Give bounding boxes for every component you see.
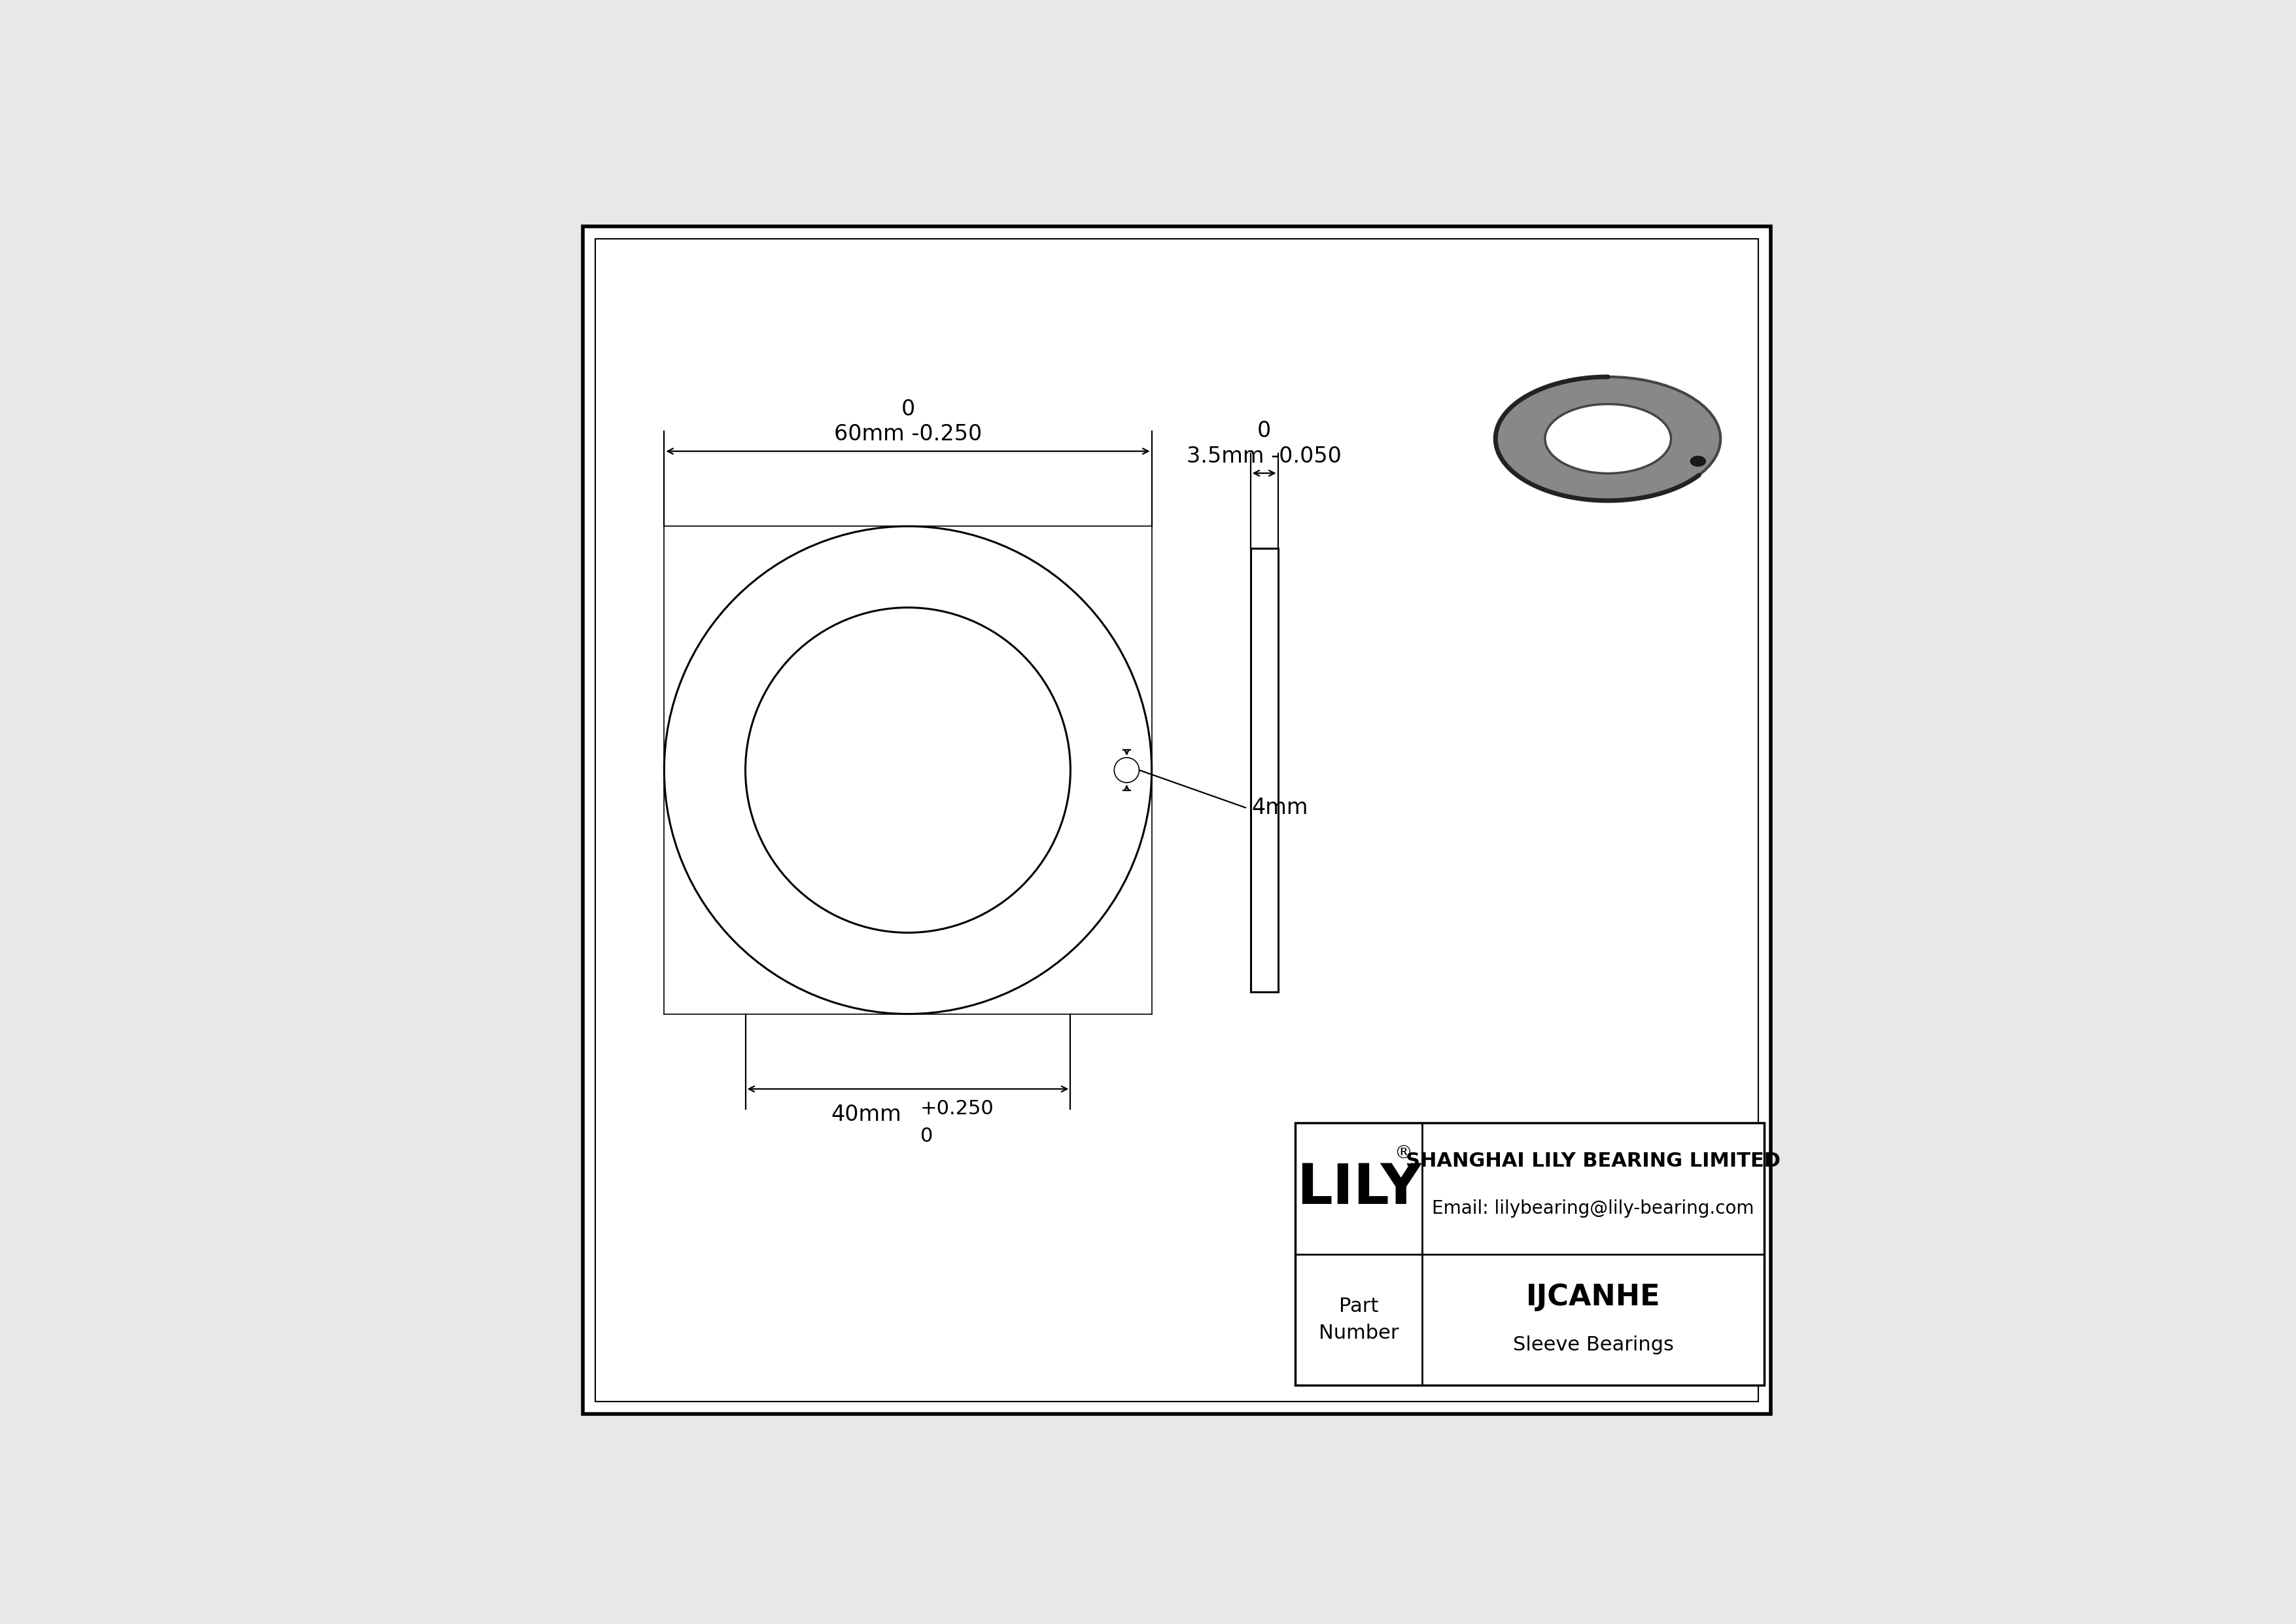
Text: Sleeve Bearings: Sleeve Bearings bbox=[1513, 1335, 1674, 1354]
Text: Part
Number: Part Number bbox=[1318, 1298, 1398, 1343]
Text: IJCANHE: IJCANHE bbox=[1527, 1283, 1660, 1311]
Text: 60mm -0.250: 60mm -0.250 bbox=[833, 424, 983, 445]
Text: Email: lilybearing@lily-bearing.com: Email: lilybearing@lily-bearing.com bbox=[1433, 1199, 1754, 1218]
Bar bbox=[1295, 1122, 1763, 1385]
Text: 0: 0 bbox=[900, 398, 914, 421]
Text: ®: ® bbox=[1394, 1145, 1412, 1163]
Text: 3.5mm -0.050: 3.5mm -0.050 bbox=[1187, 445, 1341, 468]
Text: LILY: LILY bbox=[1297, 1161, 1421, 1215]
Text: 0: 0 bbox=[1258, 421, 1272, 442]
Text: 0: 0 bbox=[921, 1127, 932, 1145]
Text: 4mm: 4mm bbox=[1251, 797, 1309, 818]
Text: 40mm: 40mm bbox=[831, 1104, 902, 1125]
Text: SHANGHAI LILY BEARING LIMITED: SHANGHAI LILY BEARING LIMITED bbox=[1405, 1151, 1782, 1171]
Ellipse shape bbox=[1545, 404, 1671, 473]
Ellipse shape bbox=[1690, 456, 1706, 466]
Text: +0.250: +0.250 bbox=[921, 1099, 994, 1117]
Ellipse shape bbox=[1495, 377, 1720, 500]
Bar bbox=[1251, 549, 1279, 992]
